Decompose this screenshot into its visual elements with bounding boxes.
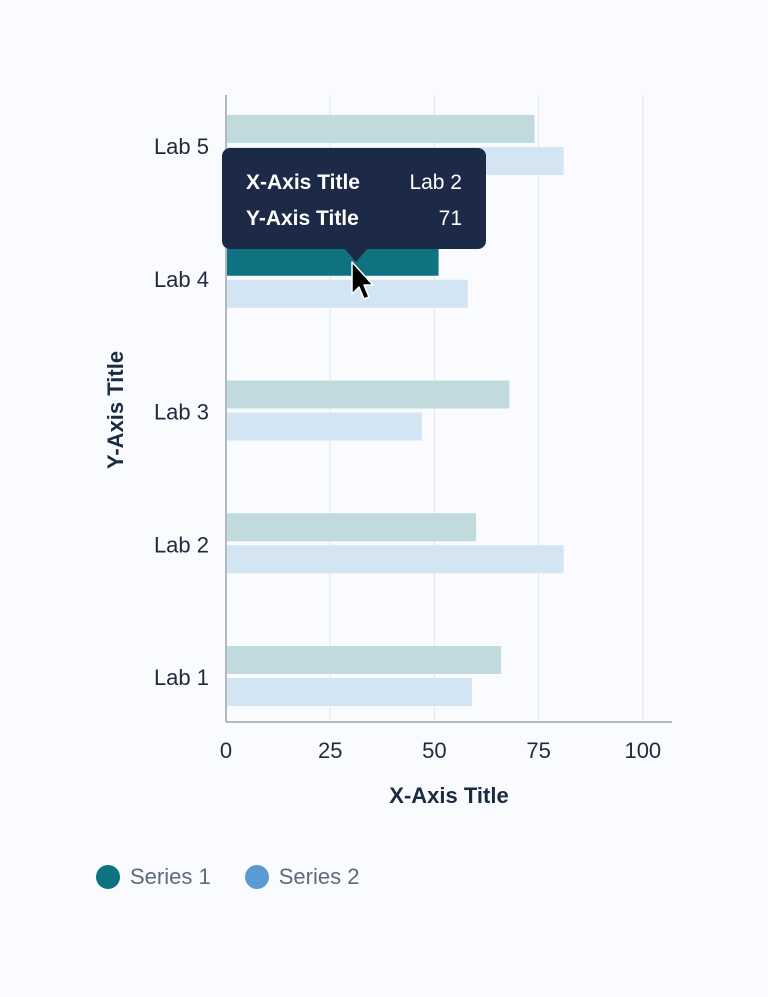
bar-group [227,115,564,706]
tooltip-box [222,148,486,249]
y-axis-title: Y-Axis Title [103,351,128,469]
legend-swatch-series-2 [244,865,269,889]
x-axis-title: X-Axis Title [389,783,508,808]
legend: Series 1 Series 2 [96,864,359,890]
legend-label: Series 1 [130,864,211,889]
legend-item-series-1[interactable]: Series 1 [96,864,211,890]
bar-series-2-lab-4 [227,279,468,308]
x-tick-label: 50 [422,738,446,763]
x-tick-label: 25 [318,738,342,763]
tooltip-pointer [344,248,368,262]
y-tick-label: Lab 5 [154,134,209,159]
y-tick-label: Lab 2 [154,532,209,557]
y-tick-label: Lab 4 [154,267,209,292]
tooltip-key: Y-Axis Title [246,207,359,230]
bar-series-2-lab-1 [227,678,472,706]
x-tick-label: 100 [624,738,661,763]
legend-label: Series 2 [278,864,360,889]
bar-series-1-lab-3 [227,380,510,409]
y-tick-label: Lab 3 [154,400,209,425]
cursor-arrow-icon [351,261,374,300]
bar-series-2-lab-2 [227,545,564,574]
tooltip-layer: X-Axis Title Lab 2 Y-Axis Title 71 [222,148,486,300]
x-tick-label: 75 [526,738,550,763]
tooltip-value: 71 [439,207,462,230]
bar-series-2-lab-3 [227,412,422,441]
legend-item-series-2[interactable]: Series 2 [244,864,360,890]
x-tick-label: 0 [220,738,232,763]
legend-swatch-series-1 [96,865,120,889]
axes: 0 25 50 75 100 Lab 1 Lab 2 Lab 3 Lab 4 Lab 5 X-Axi… [103,95,672,808]
tooltip-value: Lab 2 [409,171,462,194]
bar-series-1-lab-2 [227,513,477,542]
bar-series-1-lab-1 [227,646,502,674]
bar-series-1-lab-5 [227,115,535,143]
bar-series-1-lab-4 [227,247,439,276]
tooltip-key: X-Axis Title [246,171,360,194]
y-tick-label: Lab 1 [154,665,209,690]
